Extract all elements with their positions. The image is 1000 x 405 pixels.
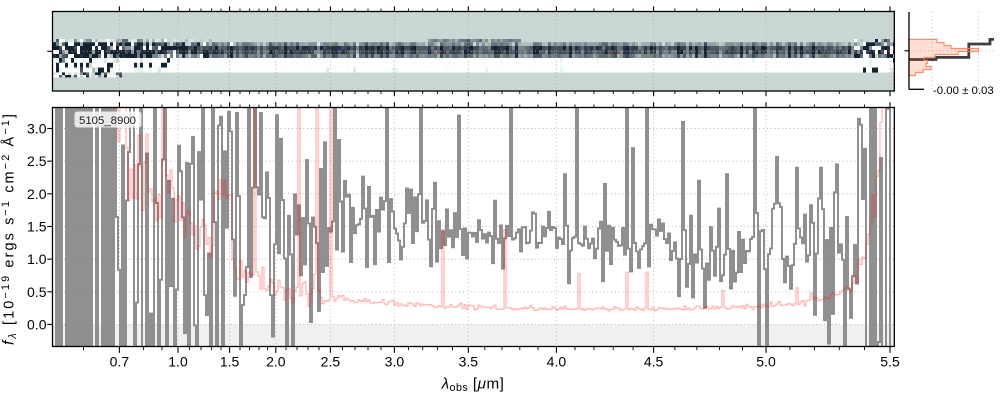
svg-text:1.0: 1.0 [168,354,188,370]
svg-text:0.0: 0.0 [27,317,47,333]
svg-text:2.5: 2.5 [321,354,341,370]
svg-text:2.0: 2.0 [266,354,286,370]
svg-text:5.0: 5.0 [756,354,776,370]
svg-text:3.0: 3.0 [27,121,47,137]
svg-text:3.0: 3.0 [385,354,405,370]
svg-text:0.5: 0.5 [27,284,47,300]
svg-text:1.5: 1.5 [220,354,240,370]
svg-text:1.0: 1.0 [27,251,47,267]
svg-text:5.5: 5.5 [880,354,900,370]
svg-text:3.5: 3.5 [459,354,479,370]
svg-text:λobs [μm]: λobs [μm] [441,376,505,395]
svg-text:-0.00 ± 0.03: -0.00 ± 0.03 [933,85,994,97]
svg-text:2.5: 2.5 [27,153,47,169]
svg-text:fλ [10−19 ergs s−1 cm−2 Å−1]: fλ [10−19 ergs s−1 cm−2 Å−1] [0,112,19,345]
svg-text:4.0: 4.0 [547,354,567,370]
svg-text:4.5: 4.5 [644,354,664,370]
svg-text:1.5: 1.5 [27,219,47,235]
svg-text:0.7: 0.7 [110,354,130,370]
svg-text:2.0: 2.0 [27,186,47,202]
svg-text:5105_8900: 5105_8900 [79,115,136,127]
